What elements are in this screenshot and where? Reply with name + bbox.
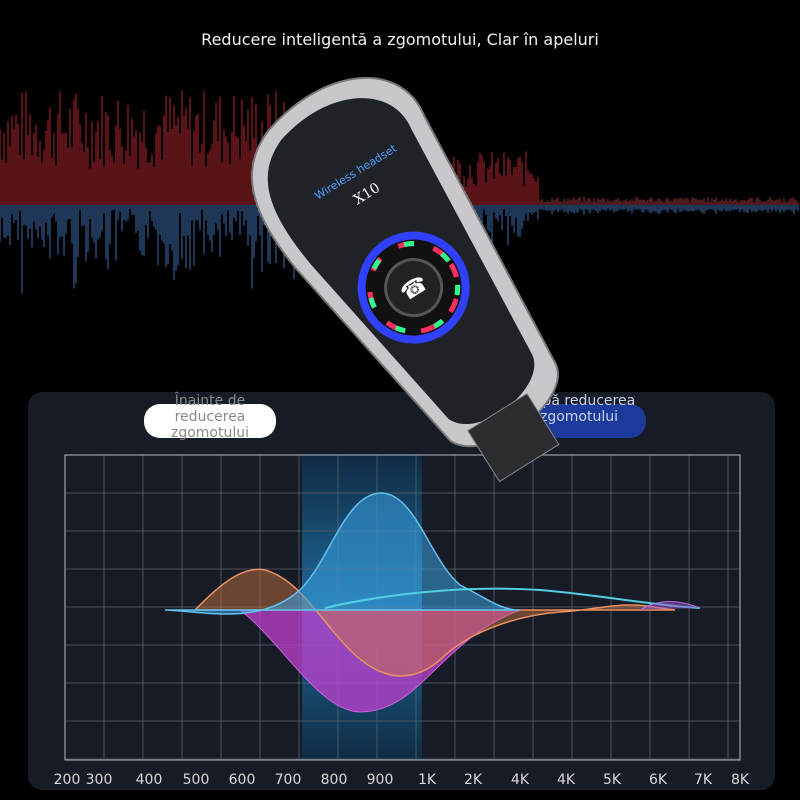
legend-before-noise-reduction: Înainte de reducerea zgomotului	[144, 393, 276, 441]
x-tick-label: 8K	[730, 772, 750, 788]
curve-blue	[164, 492, 521, 615]
x-tick-label: 400	[135, 772, 163, 788]
x-tick-label: 7K	[693, 772, 713, 788]
chart-frame	[64, 454, 741, 761]
page-title: Reducere inteligentă a zgomotului, Clar …	[201, 30, 599, 49]
x-tick-label: 4K	[556, 772, 576, 788]
x-tick-label: 300	[85, 772, 113, 788]
x-tick-label: 800	[320, 772, 348, 788]
x-tick-label: 5K	[602, 772, 622, 788]
x-tick-label: 700	[274, 772, 302, 788]
x-tick-label: 600	[228, 772, 256, 788]
curve-purple	[639, 601, 701, 611]
legend-before-label: Înainte de reducerea zgomotului	[170, 393, 250, 441]
x-tick-label: 6K	[648, 772, 668, 788]
curve-cyan	[324, 587, 701, 609]
x-tick-label: 4K	[510, 772, 530, 788]
x-tick-label: 900	[366, 772, 394, 788]
curve-orange	[193, 568, 676, 677]
x-tick-label: 200	[53, 772, 81, 788]
x-tick-label: 1K	[417, 772, 437, 788]
x-axis-ticks: 200 300 400 500 600 700 800 900 1K 2K 4K 4K 5K 6K 7K 8K	[48, 772, 758, 792]
x-tick-label: 2K	[463, 772, 483, 788]
x-tick-label: 500	[182, 772, 210, 788]
